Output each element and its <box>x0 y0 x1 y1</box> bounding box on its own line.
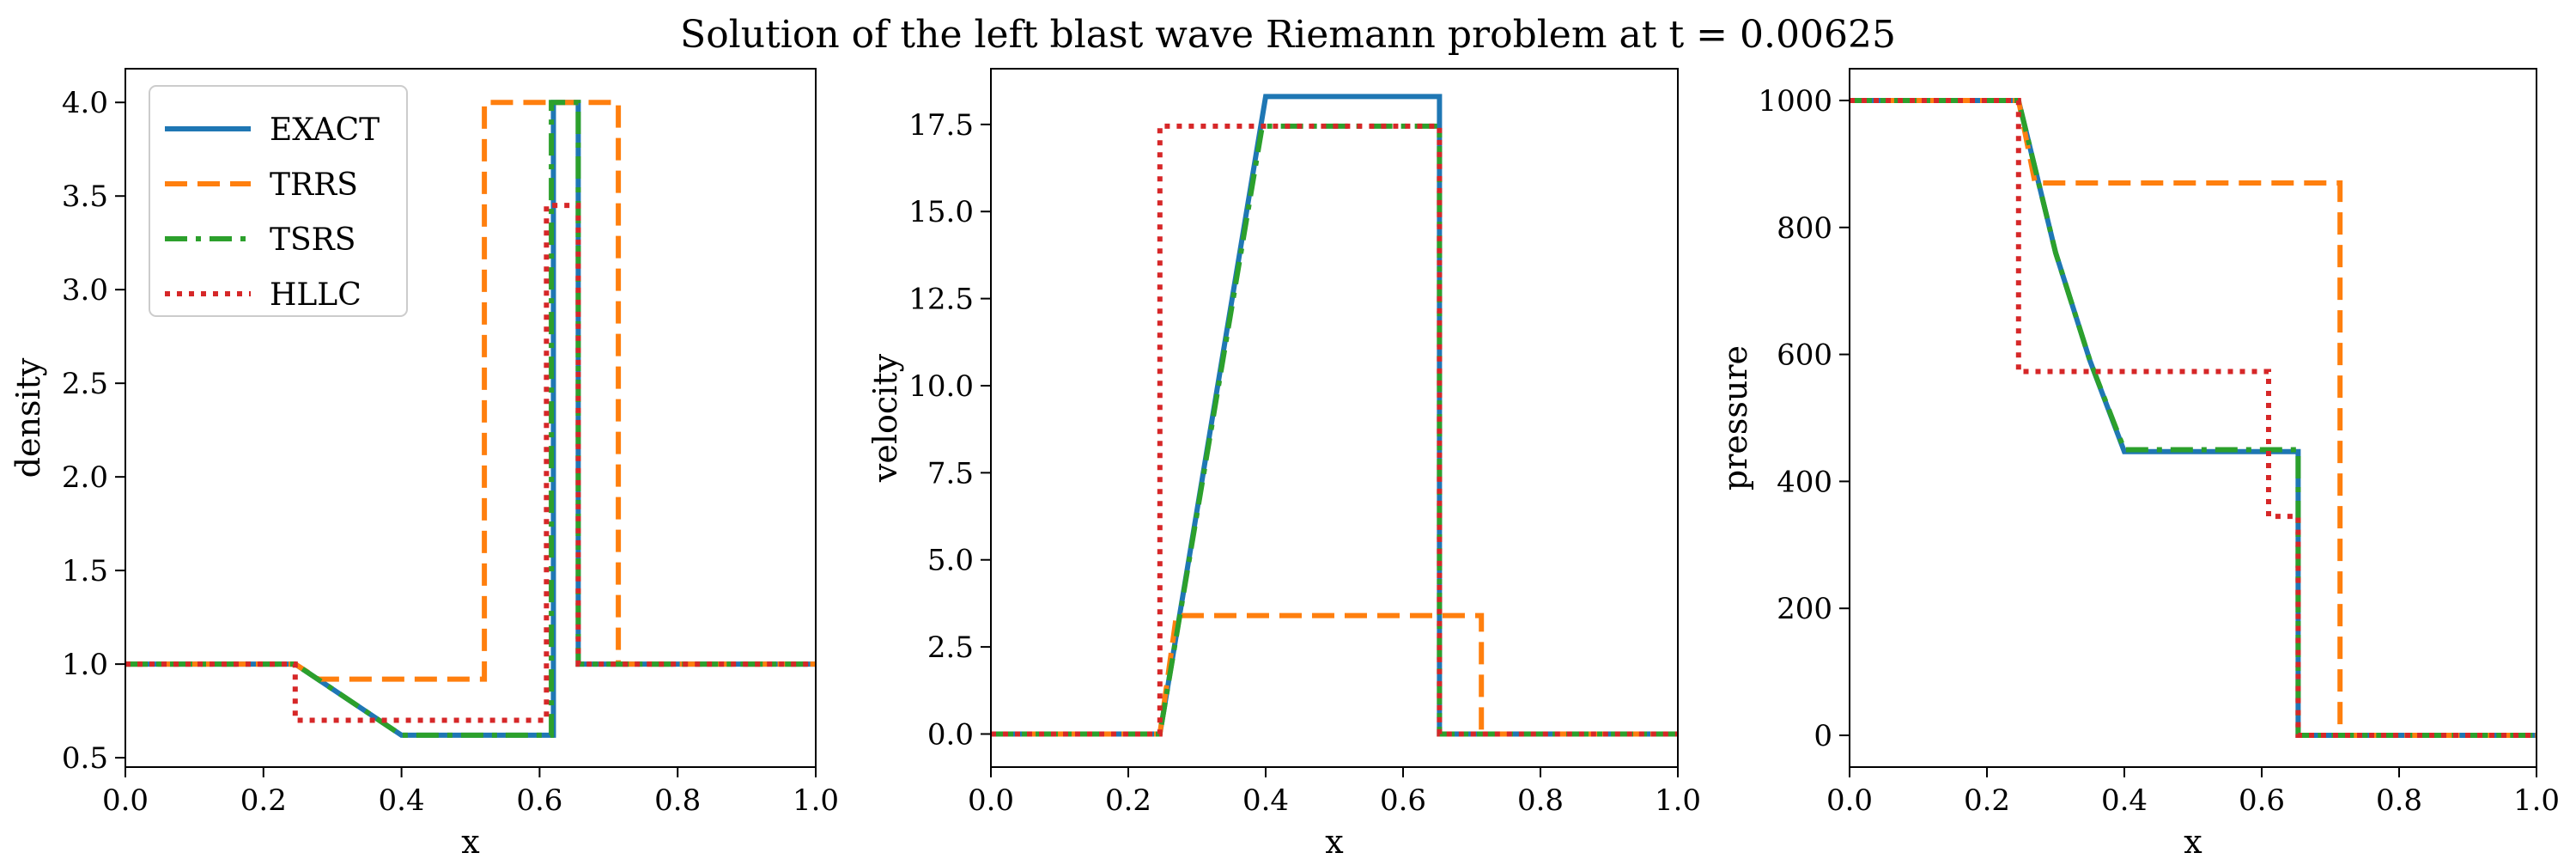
x-tick-label: 0.8 <box>1517 783 1564 818</box>
x-tick-label: 0.2 <box>1105 783 1151 818</box>
panels: 0.0 0.2 0.4 0.6 0.8 1.0 0.5 1.0 1.5 2.0 2.5 3.0 3.5 4… <box>9 68 2560 859</box>
panel-density: 0.0 0.2 0.4 0.6 0.8 1.0 0.5 1.0 1.5 2.0 2.5 3.0 3.5 4… <box>9 68 839 859</box>
x-axis-label: x <box>1325 823 1343 859</box>
series-line-exact <box>1850 98 2537 738</box>
legend-label-hllc: HLLC <box>270 277 361 313</box>
x-axis-label: x <box>461 823 479 859</box>
axes-frame <box>1849 68 2537 768</box>
y-axis-label: pressure <box>1716 345 1754 490</box>
y-tick-label: 2.0 <box>62 460 108 495</box>
y-tick-label: 3.0 <box>62 273 108 308</box>
x-tick-label: 0.0 <box>1826 783 1873 818</box>
x-tick-label: 0.6 <box>2239 783 2285 818</box>
x-tick-label: 0.8 <box>2376 783 2422 818</box>
series-line-trrs <box>991 612 1678 737</box>
y-tick-label: 0.5 <box>62 741 108 776</box>
series-group <box>1850 98 2537 738</box>
series-group <box>125 100 816 738</box>
x-tick-label: 0.8 <box>654 783 701 818</box>
x-tick-label: 0.0 <box>968 783 1014 818</box>
series-line-exact <box>991 94 1678 737</box>
y-axis-label: density <box>9 357 47 478</box>
axes-frame <box>990 68 1679 768</box>
y-axis-label: velocity <box>866 353 904 483</box>
x-tick-label: 0.2 <box>1964 783 2010 818</box>
series-line-hllc <box>991 123 1678 737</box>
series-line-hllc <box>1850 98 2537 738</box>
y-tick-label: 800 <box>1777 211 1832 246</box>
y-tick-label: 1000 <box>1758 84 1832 119</box>
series-group <box>991 94 1678 737</box>
x-tick-label: 0.4 <box>379 783 425 818</box>
series-line-trrs <box>1850 98 2537 738</box>
x-tick-label: 1.0 <box>793 783 839 818</box>
legend-label-tsrs: TSRS <box>270 222 355 258</box>
y-tick-label: 2.5 <box>927 631 974 665</box>
y-tick-label: 600 <box>1777 338 1832 373</box>
y-tick-label: 1.0 <box>62 648 108 682</box>
series-line-tsrs <box>1850 98 2537 738</box>
axes-frame <box>125 68 817 768</box>
x-tick-label: 0.6 <box>516 783 562 818</box>
y-tick-label: 0.0 <box>927 717 974 752</box>
y-tick-label: 0 <box>1814 719 1832 753</box>
y-tick-label: 10.0 <box>908 369 974 404</box>
y-tick-label: 1.5 <box>62 554 108 588</box>
y-tick-label: 15.0 <box>908 195 974 229</box>
x-tick-label: 1.0 <box>1655 783 1701 818</box>
series-line-tsrs <box>991 123 1678 737</box>
figure-title: Solution of the left blast wave Riemann … <box>680 13 1896 57</box>
x-tick-label: 0.2 <box>240 783 287 818</box>
y-tick-label: 400 <box>1777 465 1832 499</box>
y-tick-label: 5.0 <box>927 544 974 578</box>
y-tick-label: 12.5 <box>908 283 974 317</box>
legend-box <box>149 85 408 317</box>
panel-velocity: 0.0 0.2 0.4 0.6 0.8 1.0 0.0 2.5 5.0 7.5 10.0 12.5 15… <box>866 68 1701 859</box>
y-tick-label: 7.5 <box>927 456 974 490</box>
y-tick-label: 4.0 <box>62 86 108 120</box>
legend-label-trrs: TRRS <box>270 168 358 203</box>
y-tick-label: 3.5 <box>62 180 108 214</box>
legend: EXACT TRRS TSRS HLLC <box>149 85 408 317</box>
x-axis-label: x <box>2184 823 2202 859</box>
y-tick-label: 200 <box>1777 592 1832 626</box>
x-tick-label: 1.0 <box>2513 783 2560 818</box>
series-line-trrs <box>125 100 816 682</box>
y-tick-label: 17.5 <box>908 108 974 143</box>
panel-pressure: 0.0 0.2 0.4 0.6 0.8 1.0 0 200 400 600 800 1000 x pres… <box>1716 68 2560 859</box>
series-line-tsrs <box>125 100 816 738</box>
y-tick-label: 2.5 <box>62 367 108 401</box>
x-tick-label: 0.6 <box>1380 783 1426 818</box>
x-tick-label: 0.4 <box>2101 783 2148 818</box>
x-tick-label: 0.4 <box>1242 783 1289 818</box>
x-tick-label: 0.0 <box>102 783 149 818</box>
legend-label-exact: EXACT <box>270 113 380 148</box>
